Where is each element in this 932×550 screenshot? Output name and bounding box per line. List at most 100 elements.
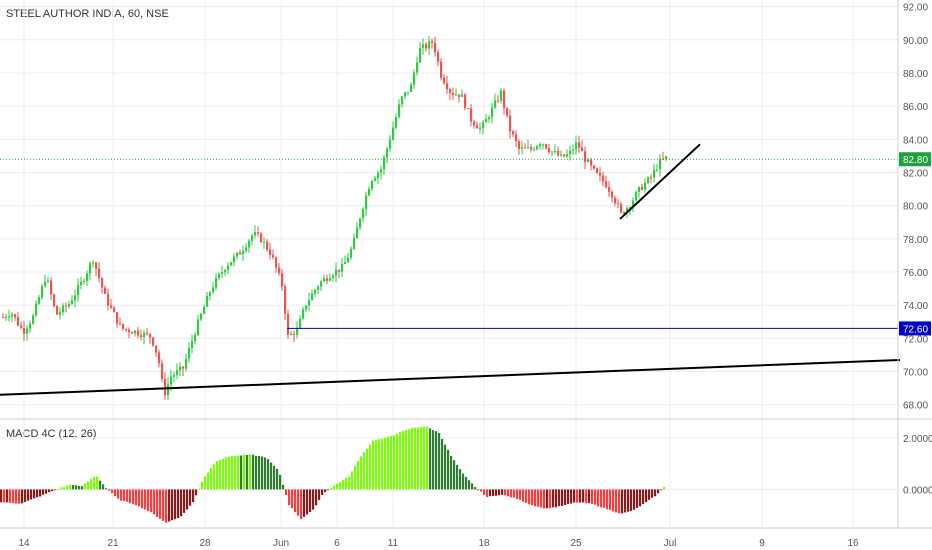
macd-histogram-bar [369,444,372,490]
candle-body [254,232,257,236]
macd-histogram-bar [444,444,447,490]
candle-body [389,139,392,149]
candle-body [593,165,596,169]
candle-body [293,333,296,335]
candle-body [560,154,563,156]
candle-body [167,384,170,396]
candle-body [257,232,260,234]
candle-body [542,144,545,146]
candle-body [251,235,254,241]
candle-body [20,325,23,328]
time-tick-label: 25 [570,538,582,549]
macd-histogram-bar [231,456,234,490]
candle-body [650,177,653,179]
candle-body [638,186,641,193]
macd-histogram-bar [303,489,306,517]
macd-histogram-bar [33,489,36,499]
macd-histogram-bar [564,489,567,505]
candle-body [89,263,92,274]
macd-histogram-bar [267,459,270,490]
candle-body [218,273,221,278]
macd-histogram-bar [549,489,552,509]
candle-body [290,333,293,335]
time-tick-label: Jul [664,538,677,549]
macd-histogram-bar [72,485,75,490]
candle-body [299,318,302,329]
candle-body [308,300,311,306]
macd-histogram-bar [459,469,462,490]
macd-histogram-bar [366,448,369,490]
candle-body [401,96,404,105]
candle-body [419,47,422,63]
candle-body [149,333,152,338]
candle-body [509,115,512,132]
candle-body [134,330,137,334]
candle-body [5,317,8,319]
candle-body [611,191,614,198]
macd-histogram-bar [252,454,255,490]
macd-histogram-bar [405,430,408,490]
candle-body [158,352,161,364]
macd-histogram-bar [582,489,585,503]
candle-body [302,309,305,319]
candle-body [608,187,611,192]
macd-histogram-bar [300,489,303,520]
candle-body [536,146,539,150]
candle-body [527,147,530,149]
macd-histogram-bar [660,489,663,491]
macd-histogram-bar [177,489,180,519]
macd-histogram-bar [528,489,531,505]
candle-body [503,90,506,108]
price-tick-label: 80.00 [903,202,928,213]
candle-body [539,144,542,147]
candle-body [518,141,521,149]
candle-body [182,366,185,369]
candle-body [602,175,605,182]
candle-body [626,207,629,214]
candle-body [434,42,437,53]
macd-histogram-bar [555,489,558,508]
candle-body [131,332,134,334]
candle-body [413,72,416,85]
macd-histogram-bar [144,489,147,510]
candle-body [77,285,80,296]
candle-body [29,323,32,329]
candle-body [227,265,230,271]
macd-histogram-bar [210,467,213,490]
macd-histogram-bar [525,489,528,503]
time-tick-label: 11 [388,538,399,549]
macd-histogram-bar [585,489,588,504]
candle-body [17,317,20,326]
candle-body [194,334,197,342]
macd-histogram-bar [561,489,564,506]
macd-histogram-bar [279,474,282,490]
macd-histogram-bar [402,431,405,490]
macd-histogram-bar [492,489,495,496]
candle-body [581,147,584,152]
macd-tick-label: 0.0000 [903,485,932,496]
macd-histogram-bar [159,489,162,519]
macd-histogram-bar [513,489,516,498]
macd-histogram-bar [228,456,231,490]
macd-histogram-bar [468,480,471,490]
candle-body [551,151,554,153]
candle-body [170,376,173,385]
candle-body [236,252,239,257]
candle-body [224,270,227,273]
macd-histogram-bar [657,489,660,494]
candle-body [200,313,203,320]
macd-histogram-bar [90,479,93,490]
macd-histogram-bar [60,487,63,490]
macd-histogram-bar [648,489,651,500]
candle-body [248,240,251,248]
candle-body [14,314,17,318]
macd-histogram-bar [435,431,438,490]
candle-body [587,159,590,162]
macd-histogram-bar [93,477,96,490]
macd-histogram-bar [75,485,78,490]
macd-histogram-bar [306,489,309,515]
macd-histogram-bar [636,489,639,508]
macd-histogram-bar [519,489,522,500]
candle-body [533,149,536,151]
